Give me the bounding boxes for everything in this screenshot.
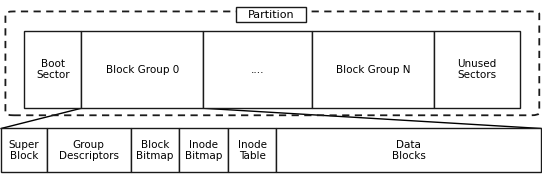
Text: Super
Block: Super Block (9, 140, 40, 161)
Text: Block Group N: Block Group N (335, 65, 410, 74)
Text: ....: .... (251, 65, 264, 74)
Bar (47, 128, 131, 172)
Bar (434, 31, 520, 108)
Text: Inode
Bitmap: Inode Bitmap (185, 140, 222, 161)
Text: Unused
Sectors: Unused Sectors (457, 59, 496, 80)
Bar (312, 31, 434, 108)
Text: Block Group 0: Block Group 0 (106, 65, 179, 74)
Text: Boot
Sector: Boot Sector (36, 59, 70, 80)
Bar (179, 128, 228, 172)
Bar (228, 128, 276, 172)
Bar (236, 8, 306, 22)
Bar (24, 31, 81, 108)
Bar (1, 128, 47, 172)
Bar (203, 31, 312, 108)
Bar (276, 128, 541, 172)
Text: Block
Bitmap: Block Bitmap (136, 140, 173, 161)
Bar (131, 128, 179, 172)
Text: Inode
Table: Inode Table (237, 140, 267, 161)
Text: Group
Descriptors: Group Descriptors (59, 140, 119, 161)
Bar (81, 31, 203, 108)
Text: Partition: Partition (248, 10, 294, 20)
Text: Data
Blocks: Data Blocks (392, 140, 425, 161)
